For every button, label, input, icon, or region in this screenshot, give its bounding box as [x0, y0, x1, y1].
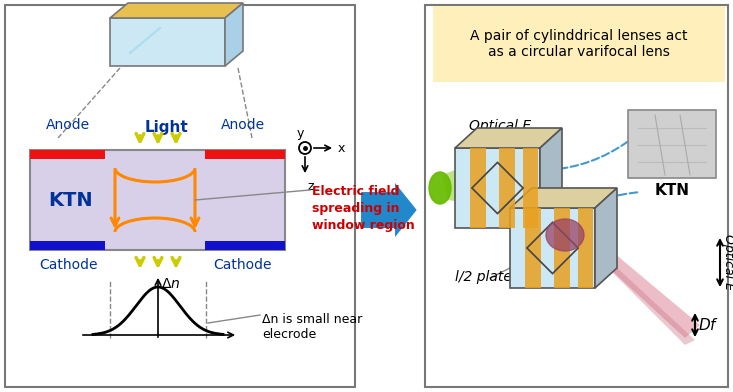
Text: Electric field
spreading in
window region: Electric field spreading in window regio…: [312, 185, 415, 232]
Bar: [471, 148, 485, 228]
Text: Anode: Anode: [46, 118, 90, 132]
Polygon shape: [595, 252, 695, 345]
Bar: [526, 208, 541, 288]
Text: A pair of cylinddrical lenses act
as a circular varifocal lens: A pair of cylinddrical lenses act as a c…: [471, 29, 688, 59]
Bar: [30, 241, 105, 250]
Text: KTN: KTN: [48, 191, 92, 209]
Bar: [205, 150, 285, 159]
Text: y: y: [296, 127, 303, 140]
Bar: [499, 148, 515, 228]
Polygon shape: [442, 168, 545, 215]
Bar: [30, 150, 285, 250]
Text: $Df$: $Df$: [698, 317, 719, 333]
Bar: [425, 5, 728, 387]
Text: Light: Light: [145, 120, 189, 135]
Bar: [523, 148, 538, 228]
Text: KTN: KTN: [655, 183, 690, 198]
Polygon shape: [455, 148, 540, 228]
Text: z: z: [308, 180, 314, 193]
FancyArrow shape: [360, 180, 418, 240]
Bar: [628, 110, 716, 178]
Bar: [578, 208, 593, 288]
Text: l/2 plate: l/2 plate: [455, 270, 512, 284]
Text: Cathode: Cathode: [214, 258, 272, 272]
Text: Anode: Anode: [221, 118, 265, 132]
Bar: [5, 5, 355, 387]
Bar: [30, 150, 105, 159]
Text: x: x: [338, 142, 345, 154]
Polygon shape: [510, 208, 595, 288]
Text: Optical E: Optical E: [469, 119, 531, 133]
FancyBboxPatch shape: [433, 6, 725, 82]
Polygon shape: [225, 3, 243, 66]
Bar: [205, 241, 285, 250]
Polygon shape: [110, 3, 243, 18]
Polygon shape: [540, 128, 562, 228]
Text: Cathode: Cathode: [39, 258, 97, 272]
Polygon shape: [455, 128, 562, 148]
Ellipse shape: [546, 219, 584, 251]
Polygon shape: [595, 248, 700, 338]
Text: Δn is small near
elecrode: Δn is small near elecrode: [262, 313, 362, 341]
Polygon shape: [595, 188, 617, 288]
Bar: [554, 208, 570, 288]
Text: Optical E: Optical E: [722, 234, 733, 290]
Polygon shape: [110, 18, 225, 66]
Text: $\Delta n$: $\Delta n$: [161, 277, 180, 291]
Ellipse shape: [429, 172, 451, 204]
Polygon shape: [510, 188, 617, 208]
